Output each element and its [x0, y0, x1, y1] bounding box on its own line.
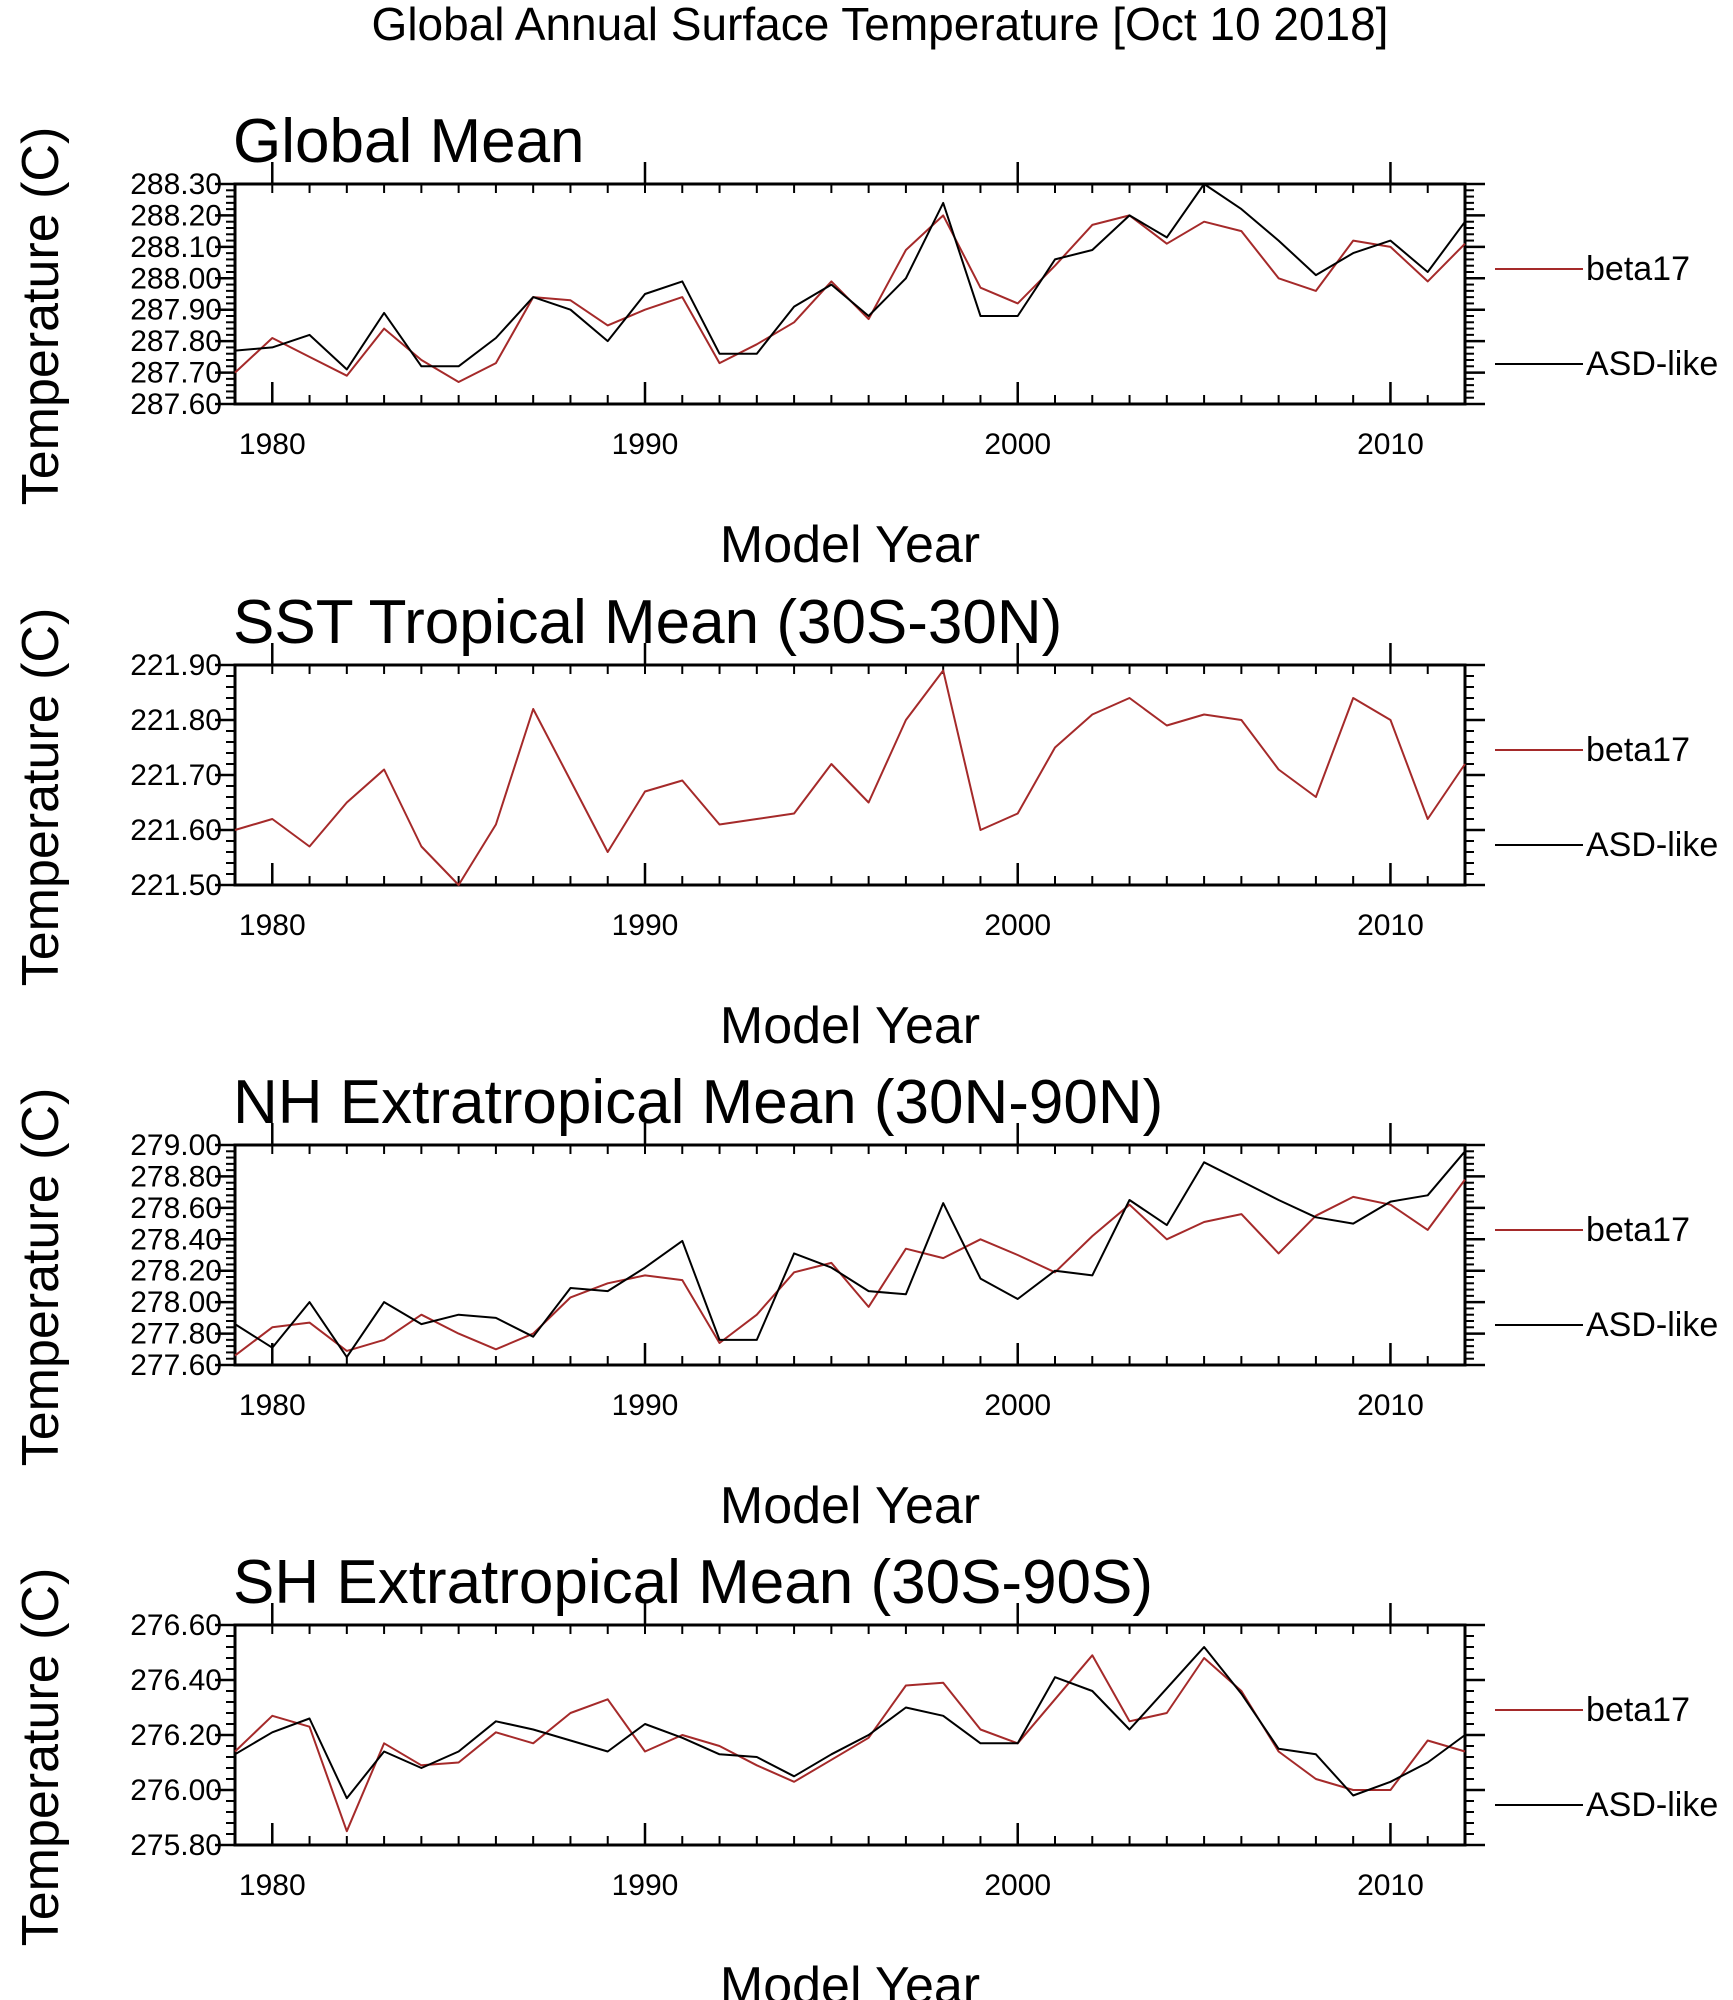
- plot-frame: [233, 663, 1467, 887]
- x-tick-label: 2010: [1357, 428, 1424, 461]
- x-tick-label: 2010: [1357, 909, 1424, 942]
- chart-panel-2: SST Tropical Mean (30S-30N) Temperature (…: [12, 588, 1718, 1055]
- panel-title: SST Tropical Mean (30S-30N): [233, 588, 1062, 657]
- legend-label: ASD-like: [1586, 1306, 1718, 1344]
- y-tick-label: 277.60: [130, 1349, 222, 1382]
- x-axis-label: Model Year: [720, 1477, 980, 1535]
- y-tick-label: 277.80: [130, 1318, 222, 1351]
- x-axis-label: Model Year: [720, 1957, 980, 2000]
- x-tick-label: 2000: [984, 1389, 1051, 1422]
- y-tick-label: 275.80: [130, 1829, 222, 1862]
- y-tick-label: 221.50: [130, 869, 222, 902]
- y-tick-label: 221.80: [130, 704, 222, 737]
- y-tick-label: 287.70: [130, 357, 222, 390]
- x-tick-label: 1990: [612, 1869, 679, 1902]
- y-tick-label: 287.80: [130, 325, 222, 358]
- plot-frame: [233, 1623, 1467, 1847]
- y-tick-label: 221.70: [130, 759, 222, 792]
- x-tick-label: 2000: [984, 428, 1051, 461]
- x-tick-label: 2010: [1357, 1869, 1424, 1902]
- legend-label: ASD-like: [1586, 345, 1718, 383]
- legend-label: beta17: [1586, 250, 1690, 288]
- series-line-beta17: [234, 1179, 1466, 1357]
- x-tick-label: 1990: [612, 1389, 679, 1422]
- panel-title: Global Mean: [233, 107, 585, 176]
- y-axis-label: Temperature (C): [12, 1568, 70, 1947]
- y-tick-label: 288.20: [130, 199, 222, 232]
- panel-title: SH Extratropical Mean (30S-90S): [233, 1548, 1153, 1617]
- figure-title: Global Annual Surface Temperature [Oct 1…: [372, 0, 1389, 50]
- y-tick-label: 278.60: [130, 1192, 222, 1225]
- y-tick-label: 278.20: [130, 1255, 222, 1288]
- y-axis-label: Temperature (C): [12, 127, 70, 506]
- x-tick-label: 1990: [612, 428, 679, 461]
- legend-label: beta17: [1586, 1211, 1690, 1249]
- series-line-asd-like: [234, 1150, 1466, 1359]
- plot-frame: [233, 182, 1467, 406]
- y-axis-label: Temperature (C): [12, 608, 70, 987]
- x-tick-label: 1990: [612, 909, 679, 942]
- panel-title: NH Extratropical Mean (30N-90N): [233, 1068, 1163, 1137]
- x-tick-label: 2000: [984, 909, 1051, 942]
- series-line-beta17: [234, 214, 1466, 383]
- x-tick-label: 1980: [239, 1389, 306, 1422]
- x-axis-label: Model Year: [720, 997, 980, 1055]
- y-tick-label: 287.60: [130, 388, 222, 421]
- legend-label: beta17: [1586, 731, 1690, 769]
- series-line-asd-like: [234, 183, 1466, 371]
- series-line-beta17: [234, 669, 1466, 886]
- y-tick-label: 278.00: [130, 1286, 222, 1319]
- y-tick-label: 278.40: [130, 1223, 222, 1256]
- y-tick-label: 279.00: [130, 1129, 222, 1162]
- x-tick-label: 2010: [1357, 1389, 1424, 1422]
- y-tick-label: 288.10: [130, 231, 222, 264]
- y-tick-label: 276.20: [130, 1719, 222, 1752]
- y-tick-label: 287.90: [130, 294, 222, 327]
- y-tick-label: 288.00: [130, 262, 222, 295]
- plot-frame: [233, 1143, 1467, 1367]
- series-line-beta17: [234, 1654, 1466, 1833]
- y-tick-label: 276.00: [130, 1774, 222, 1807]
- y-axis-label: Temperature (C): [12, 1088, 70, 1467]
- y-tick-label: 221.60: [130, 814, 222, 847]
- chart-panel-4: SH Extratropical Mean (30S-90S) Temperatu…: [12, 1548, 1718, 2000]
- x-tick-label: 2000: [984, 1869, 1051, 1902]
- series-line-asd-like: [234, 1646, 1466, 1800]
- y-tick-label: 276.40: [130, 1664, 222, 1697]
- y-tick-label: 288.30: [130, 168, 222, 201]
- x-tick-label: 1980: [239, 1869, 306, 1902]
- y-tick-label: 278.80: [130, 1160, 222, 1193]
- chart-panel-3: NH Extratropical Mean (30N-90N) Temperatu…: [12, 1068, 1718, 1535]
- chart-panel-1: Global Mean Temperature (C) Model Year 1980…: [12, 107, 1718, 574]
- legend-label: ASD-like: [1586, 1786, 1718, 1824]
- x-tick-label: 1980: [239, 428, 306, 461]
- x-axis-label: Model Year: [720, 516, 980, 574]
- legend-label: beta17: [1586, 1691, 1690, 1729]
- legend-label: ASD-like: [1586, 826, 1718, 864]
- y-tick-label: 221.90: [130, 649, 222, 682]
- x-tick-label: 1980: [239, 909, 306, 942]
- chart-panels: Global Mean Temperature (C) Model Year 1980…: [12, 107, 1718, 2000]
- y-tick-label: 276.60: [130, 1609, 222, 1642]
